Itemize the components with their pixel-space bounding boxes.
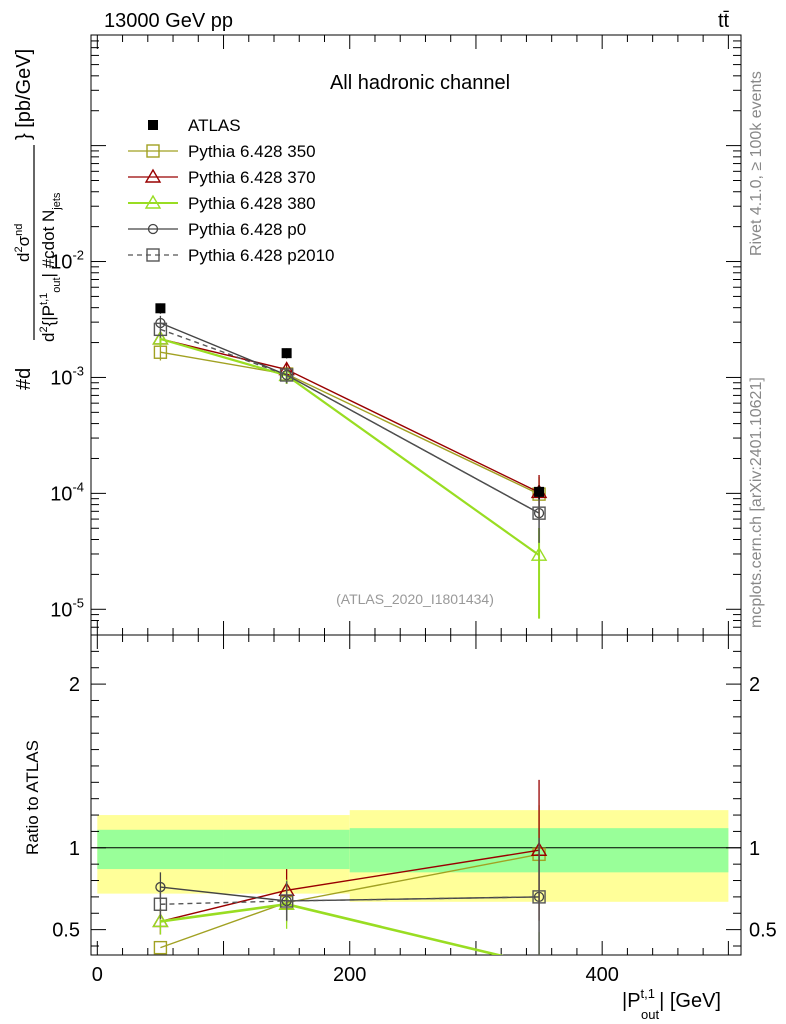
legend-marker-atlas	[148, 120, 158, 130]
x-axis-label: |Pt,1 out| [GeV]	[622, 986, 721, 1022]
chart-title: All hadronic channel	[330, 72, 510, 94]
data-point-atlas	[155, 303, 166, 314]
series-pythia-380	[152, 330, 548, 619]
legend-label-pythia-380: Pythia 6.428 380	[188, 194, 316, 213]
legend-entry-pythia-380: Pythia 6.428 380	[128, 194, 316, 213]
series-line-pythia-380	[160, 337, 540, 557]
legend-label-pythia-350: Pythia 6.428 350	[188, 142, 316, 161]
ratio-series-pythia-p2010	[153, 837, 546, 955]
series-line-pythia-p2010	[160, 328, 540, 514]
series-atlas	[155, 303, 545, 500]
data-point-pythia-p2010	[532, 506, 546, 520]
ratio-point-pythia-p2010	[279, 894, 294, 908]
ratio-y-tick-label-left: 1	[69, 838, 80, 860]
legend-label-pythia-370: Pythia 6.428 370	[188, 168, 316, 187]
x-tick-label: 200	[333, 964, 366, 986]
legend-marker-pythia-350	[146, 144, 160, 158]
legend-marker-pythia-380	[144, 194, 162, 209]
svg-text:#d: #d	[13, 368, 35, 390]
ratio-series-clipped	[152, 779, 548, 970]
legend-entry-pythia-p0: Pythia 6.428 p0	[128, 220, 306, 239]
ratio-point-pythia-p2010	[532, 890, 546, 904]
main-axes: 10-510-410-310-2	[50, 34, 742, 636]
data-point-pythia-p2010	[279, 368, 294, 382]
ratio-y-tick-label-right: 2	[749, 674, 760, 696]
main-y-tick-label: 10-5	[50, 595, 84, 621]
data-point-atlas	[534, 486, 545, 497]
energy-label: 13000 GeV pp	[104, 10, 233, 32]
ratio-y-axis-label: Ratio to ATLAS	[23, 740, 42, 855]
legend-marker-pythia-370	[144, 168, 162, 183]
legend-marker-pythia-p2010	[146, 248, 160, 262]
ratio-y-tick-label-right: 1	[749, 838, 760, 860]
main-series-clipped	[152, 303, 548, 619]
legend-entry-atlas: ATLAS	[148, 116, 241, 135]
rivet-version-label: Rivet 4.1.0, ≥ 100k events	[748, 71, 765, 256]
mcplots-label: mcplots.cern.ch [arXiv:2401.10621]	[748, 377, 765, 628]
series-pythia-350	[153, 345, 546, 521]
legend-label-pythia-p2010: Pythia 6.428 p2010	[188, 246, 335, 265]
x-tick-label: 0	[92, 964, 103, 986]
data-point-pythia-380	[152, 330, 169, 345]
main-y-tick-label: 10-3	[50, 363, 84, 389]
ratio-frame	[90, 634, 742, 956]
ratio-series	[152, 779, 548, 970]
legend-marker-pythia-p0	[147, 223, 159, 235]
main-series	[152, 303, 548, 619]
series-line-pythia-p0	[160, 322, 540, 514]
series-pythia-p0	[155, 315, 545, 543]
ratio-axes: 0.5 0.5 1 1 2 2 0 200 400	[52, 634, 777, 986]
legend-entry-pythia-350: Pythia 6.428 350	[128, 142, 316, 161]
ratio-y-tick-label-left: 2	[69, 674, 80, 696]
ratio-point-pythia-380	[532, 958, 546, 970]
x-tick-label: 400	[585, 964, 618, 986]
stat-uncertainty-band-0	[97, 829, 224, 870]
ratio-y-tick-label-left: 0.5	[52, 920, 80, 942]
series-line-pythia-350	[160, 351, 540, 495]
series-pythia-p2010	[153, 322, 546, 543]
ratio-point-pythia-p2010	[153, 897, 168, 911]
legend-label-pythia-p0: Pythia 6.428 p0	[188, 220, 306, 239]
main-y-tick-label: 10-4	[50, 479, 84, 505]
ratio-point-pythia-350	[153, 940, 168, 955]
svg-text:} [pb/GeV]: } [pb/GeV]	[13, 49, 35, 140]
legend-entry-pythia-p2010: Pythia 6.428 p2010	[128, 246, 335, 265]
ratio-uncertainty-bands	[97, 810, 729, 902]
analysis-reference: (ATLAS_2020_I1801434)	[336, 591, 494, 607]
process-label: tt̄	[718, 10, 730, 32]
series-pythia-370	[152, 330, 548, 520]
data-point-pythia-380	[530, 546, 548, 561]
legend-label-atlas: ATLAS	[188, 116, 241, 135]
main-y-axis-label: #d d2σnd d2{|Pt,1out| #cdot Njets } [pb/…	[13, 49, 63, 390]
legend-entry-pythia-370: Pythia 6.428 370	[128, 168, 316, 187]
ratio-y-tick-label-right: 0.5	[749, 920, 777, 942]
svg-text:d2σnd: d2σnd	[13, 224, 33, 262]
data-point-pythia-p2010	[153, 322, 168, 337]
legend: ATLAS Pythia 6.428 350 Pythia 6.428 370 Pyt…	[128, 116, 335, 265]
svg-text:|Pt,1out| [GeV]: |Pt,1 out| [GeV]	[622, 986, 721, 1022]
stat-uncertainty-band-1	[223, 829, 350, 870]
data-point-atlas	[281, 348, 292, 359]
ratio-line-pythia-380	[160, 902, 504, 955]
ratio-point-pythia-380	[152, 913, 169, 928]
